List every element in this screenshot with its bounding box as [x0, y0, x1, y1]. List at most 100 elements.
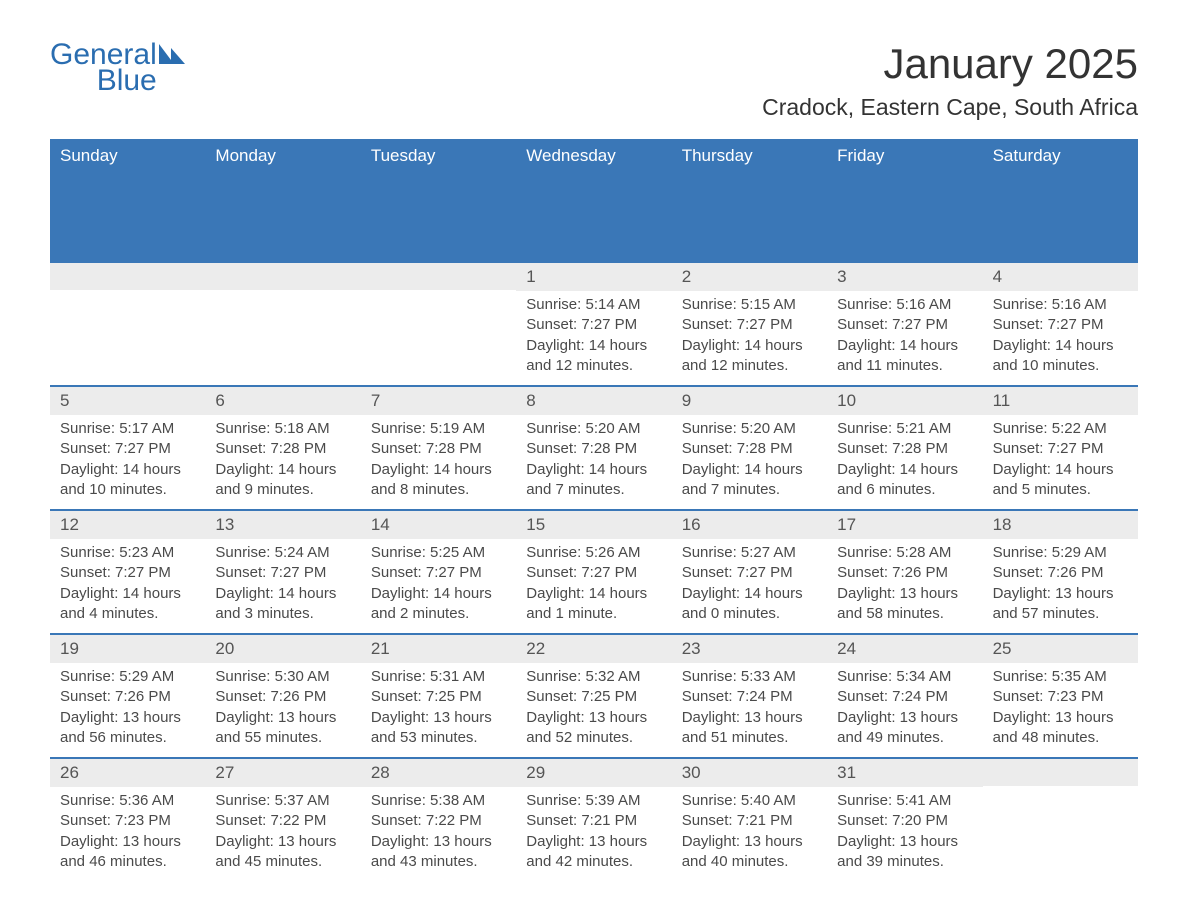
daylight-line2: and 52 minutes.: [526, 728, 661, 748]
daylight-line2: and 57 minutes.: [993, 604, 1128, 624]
calendar-header-row: SundayMondayTuesdayWednesdayThursdayFrid…: [50, 139, 1138, 261]
day-data: Sunrise: 5:22 AMSunset: 7:27 PMDaylight:…: [983, 415, 1138, 506]
sunset-text: Sunset: 7:27 PM: [993, 439, 1128, 459]
daylight-line1: Daylight: 14 hours: [993, 336, 1128, 356]
daylight-line2: and 55 minutes.: [215, 728, 350, 748]
calendar-day-cell: 15 Sunrise: 5:26 AMSunset: 7:27 PMDayligh…: [516, 511, 671, 633]
day-data: Sunrise: 5:35 AMSunset: 7:23 PMDaylight:…: [983, 663, 1138, 754]
daylight-line2: and 56 minutes.: [60, 728, 195, 748]
sunrise-text: Sunrise: 5:22 AM: [993, 419, 1128, 439]
daylight-line2: and 1 minute.: [526, 604, 661, 624]
calendar-day-cell: 12Sunrise: 5:23 AMSunset: 7:27 PMDayligh…: [50, 511, 205, 633]
day-data: Sunrise: 5:25 AMSunset: 7:27 PMDaylight:…: [361, 539, 516, 630]
page: General Blue January 2025 Cradock, Easte…: [0, 0, 1188, 911]
calendar-day-cell: 17Sunrise: 5:28 AMSunset: 7:26 PMDayligh…: [827, 511, 982, 633]
calendar-day-cell: 3Sunrise: 5:16 AMSunset: 7:27 PMDaylight…: [827, 263, 982, 385]
day-data: Sunrise: 5:16 AMSunset: 7:27 PMDaylight:…: [983, 291, 1138, 382]
calendar-header-cell: Monday: [205, 139, 360, 261]
sunset-text: Sunset: 7:28 PM: [837, 439, 972, 459]
daylight-line2: and 42 minutes.: [526, 852, 661, 872]
sunrise-text: Sunrise: 5:20 AM: [526, 419, 661, 439]
calendar-day-cell: 11Sunrise: 5:22 AMSunset: 7:27 PMDayligh…: [983, 387, 1138, 509]
day-data: Sunrise: 5:38 AMSunset: 7:22 PMDaylight:…: [361, 787, 516, 878]
daylight-line1: Daylight: 14 hours: [682, 584, 817, 604]
sunrise-text: Sunrise: 5:26 AM: [526, 543, 661, 563]
sunset-text: Sunset: 7:28 PM: [682, 439, 817, 459]
sunset-text: Sunset: 7:27 PM: [526, 563, 661, 583]
day-data: Sunrise: 5:31 AMSunset: 7:25 PMDaylight:…: [361, 663, 516, 754]
sunrise-text: Sunrise: 5:20 AM: [682, 419, 817, 439]
calendar-header-cell: Wednesday: [516, 139, 671, 261]
calendar-day-cell: 23Sunrise: 5:33 AMSunset: 7:24 PMDayligh…: [672, 635, 827, 757]
calendar-day-cell: 31Sunrise: 5:41 AMSunset: 7:20 PMDayligh…: [827, 759, 982, 881]
calendar-week-row: 1Sunrise: 5:14 AMSunset: 7:27 PMDaylight…: [50, 261, 1138, 385]
calendar-day-cell: [361, 263, 516, 385]
daylight-line2: and 6 minutes.: [837, 480, 972, 500]
day-data: Sunrise: 5:19 AMSunset: 7:28 PMDaylight:…: [361, 415, 516, 506]
day-data: Sunrise: 5:34 AMSunset: 7:24 PMDaylight:…: [827, 663, 982, 754]
daylight-line1: Daylight: 14 hours: [682, 460, 817, 480]
calendar-day-cell: 24Sunrise: 5:34 AMSunset: 7:24 PMDayligh…: [827, 635, 982, 757]
daylight-line2: and 49 minutes.: [837, 728, 972, 748]
daylight-line1: Daylight: 13 hours: [371, 708, 506, 728]
page-title: January 2025: [762, 40, 1138, 88]
day-number: 23: [672, 635, 827, 663]
day-number: 9: [672, 387, 827, 415]
sunset-text: Sunset: 7:27 PM: [682, 315, 817, 335]
daylight-line2: and 12 minutes.: [526, 356, 661, 376]
calendar-day-cell: 13Sunrise: 5:24 AMSunset: 7:27 PMDayligh…: [205, 511, 360, 633]
day-number: 2: [672, 263, 827, 291]
daylight-line1: Daylight: 13 hours: [993, 584, 1128, 604]
day-number: [205, 263, 360, 290]
day-number: [361, 263, 516, 290]
day-number: 15: [516, 511, 671, 539]
sunset-text: Sunset: 7:21 PM: [526, 811, 661, 831]
day-number: 10: [827, 387, 982, 415]
sunset-text: Sunset: 7:21 PM: [682, 811, 817, 831]
daylight-line1: Daylight: 14 hours: [837, 460, 972, 480]
daylight-line1: Daylight: 13 hours: [526, 708, 661, 728]
day-data: Sunrise: 5:17 AMSunset: 7:27 PMDaylight:…: [50, 415, 205, 506]
day-data: Sunrise: 5:15 AMSunset: 7:27 PMDaylight:…: [672, 291, 827, 382]
calendar-day-cell: 2Sunrise: 5:15 AMSunset: 7:27 PMDaylight…: [672, 263, 827, 385]
daylight-line1: Daylight: 14 hours: [837, 336, 972, 356]
day-data: Sunrise: 5:23 AMSunset: 7:27 PMDaylight:…: [50, 539, 205, 630]
daylight-line2: and 43 minutes.: [371, 852, 506, 872]
day-number: 13: [205, 511, 360, 539]
calendar: SundayMondayTuesdayWednesdayThursdayFrid…: [50, 139, 1138, 881]
sunrise-text: Sunrise: 5:30 AM: [215, 667, 350, 687]
day-number: 28: [361, 759, 516, 787]
sunset-text: Sunset: 7:28 PM: [526, 439, 661, 459]
calendar-week-row: 12Sunrise: 5:23 AMSunset: 7:27 PMDayligh…: [50, 509, 1138, 633]
calendar-day-cell: 20Sunrise: 5:30 AMSunset: 7:26 PMDayligh…: [205, 635, 360, 757]
daylight-line2: and 58 minutes.: [837, 604, 972, 624]
sunrise-text: Sunrise: 5:24 AM: [215, 543, 350, 563]
day-number: 20: [205, 635, 360, 663]
calendar-header-cell: Friday: [827, 139, 982, 261]
sunrise-text: Sunrise: 5:16 AM: [837, 295, 972, 315]
daylight-line1: Daylight: 13 hours: [837, 832, 972, 852]
calendar-day-cell: 9Sunrise: 5:20 AMSunset: 7:28 PMDaylight…: [672, 387, 827, 509]
sunset-text: Sunset: 7:27 PM: [993, 315, 1128, 335]
daylight-line2: and 11 minutes.: [837, 356, 972, 376]
sunset-text: Sunset: 7:27 PM: [526, 315, 661, 335]
calendar-day-cell: [50, 263, 205, 385]
calendar-week-row: 26Sunrise: 5:36 AMSunset: 7:23 PMDayligh…: [50, 757, 1138, 881]
sunrise-text: Sunrise: 5:40 AM: [682, 791, 817, 811]
day-number: 17: [827, 511, 982, 539]
sunrise-text: Sunrise: 5:27 AM: [682, 543, 817, 563]
calendar-day-cell: 10Sunrise: 5:21 AMSunset: 7:28 PMDayligh…: [827, 387, 982, 509]
calendar-day-cell: 8Sunrise: 5:20 AMSunset: 7:28 PMDaylight…: [516, 387, 671, 509]
day-data: Sunrise: 5:29 AMSunset: 7:26 PMDaylight:…: [983, 539, 1138, 630]
sunset-text: Sunset: 7:27 PM: [215, 563, 350, 583]
calendar-day-cell: 14Sunrise: 5:25 AMSunset: 7:27 PMDayligh…: [361, 511, 516, 633]
daylight-line1: Daylight: 13 hours: [682, 708, 817, 728]
sunrise-text: Sunrise: 5:25 AM: [371, 543, 506, 563]
day-data: Sunrise: 5:33 AMSunset: 7:24 PMDaylight:…: [672, 663, 827, 754]
title-block: January 2025 Cradock, Eastern Cape, Sout…: [762, 40, 1138, 121]
sunrise-text: Sunrise: 5:36 AM: [60, 791, 195, 811]
sunset-text: Sunset: 7:25 PM: [526, 687, 661, 707]
daylight-line1: Daylight: 14 hours: [526, 584, 661, 604]
calendar-day-cell: 6Sunrise: 5:18 AMSunset: 7:28 PMDaylight…: [205, 387, 360, 509]
day-data: Sunrise: 5:20 AMSunset: 7:28 PMDaylight:…: [672, 415, 827, 506]
